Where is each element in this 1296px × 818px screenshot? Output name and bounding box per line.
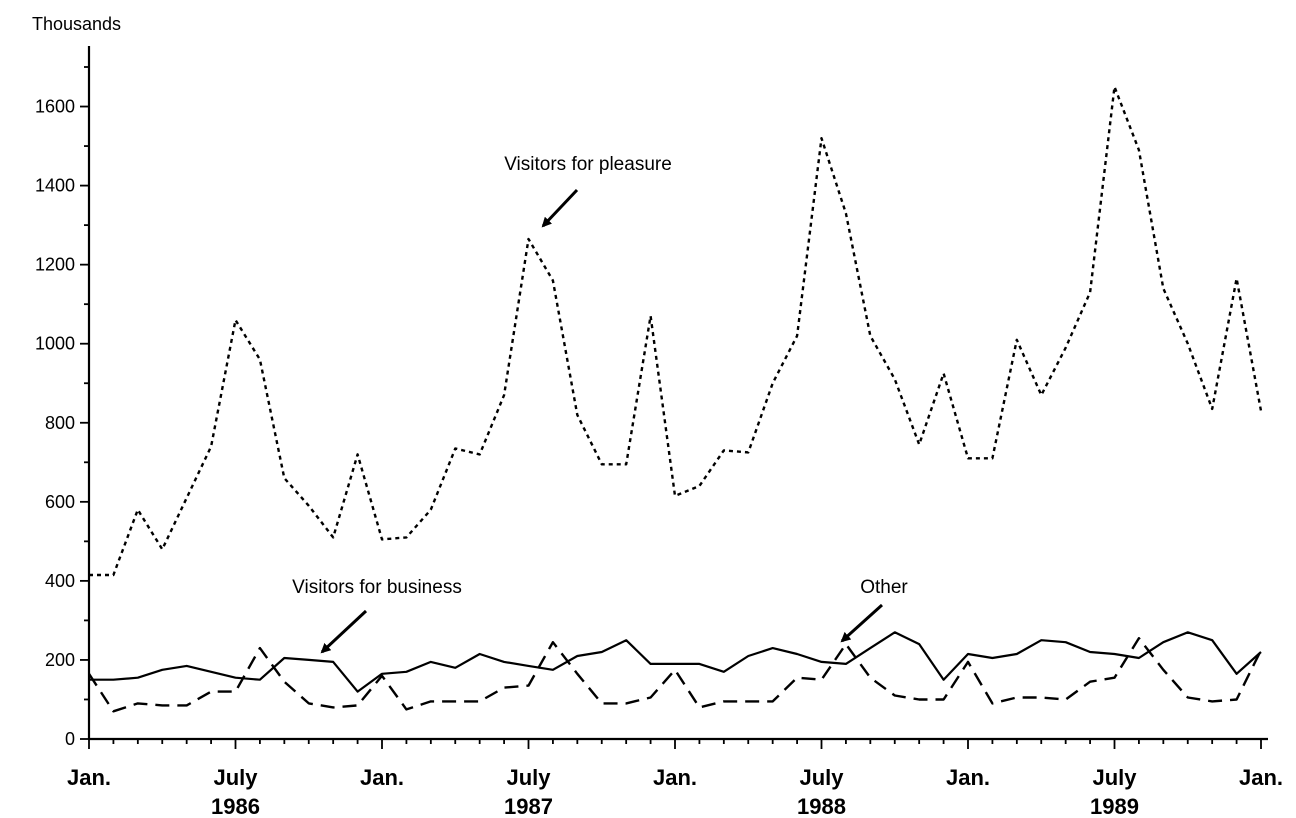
series-line-0 [89, 85, 1263, 577]
x-axis-ticks: Jan. July 1986 Jan. July 1987 Jan. July 1988 Jan.… [67, 739, 1283, 818]
x-tick-label-month: Jan. [1239, 765, 1283, 790]
y-tick-label: 1600 [35, 97, 75, 117]
y-tick-label: 800 [45, 413, 75, 433]
y-tick-label: 400 [45, 571, 75, 591]
x-tick-label-year: 1988 [797, 794, 846, 818]
annotation-arrow [840, 603, 884, 643]
x-tick-label-month: Jan. [360, 765, 404, 790]
x-tick-label-month: Jan. [67, 765, 111, 790]
x-tick-label-month: July [506, 765, 551, 790]
series-lines [87, 85, 1263, 713]
annotation-label: Visitors for business [292, 577, 462, 598]
x-tick-label-year: 1986 [211, 794, 260, 818]
x-tick-label-month: Jan. [946, 765, 990, 790]
y-axis-unit-label: Thousands [32, 14, 121, 34]
x-tick-label-month: July [213, 765, 258, 790]
series-line-1 [89, 631, 1262, 693]
annotation-label: Other [860, 577, 908, 598]
x-tick-label-month: July [799, 765, 844, 790]
annotation-label: Visitors for pleasure [504, 154, 672, 175]
y-tick-label: 1200 [35, 255, 75, 275]
y-tick-label: 1000 [35, 334, 75, 354]
y-tick-label: 200 [45, 650, 75, 670]
y-tick-label: 1400 [35, 176, 75, 196]
x-tick-label-month: Jan. [653, 765, 697, 790]
axes [87, 46, 1268, 741]
x-tick-label-year: 1987 [504, 794, 553, 818]
x-tick-label-year: 1989 [1090, 794, 1139, 818]
y-tick-label: 0 [65, 729, 75, 749]
y-tick-label: 600 [45, 492, 75, 512]
annotations: Visitors for pleasure Visitors for busine… [292, 154, 908, 654]
annotation-arrow [541, 188, 579, 228]
x-tick-label-month: July [1092, 765, 1137, 790]
annotation-arrow [320, 609, 368, 654]
y-axis-ticks: 0 200 400 600 800 1000 1200 1400 1600 [35, 66, 89, 749]
